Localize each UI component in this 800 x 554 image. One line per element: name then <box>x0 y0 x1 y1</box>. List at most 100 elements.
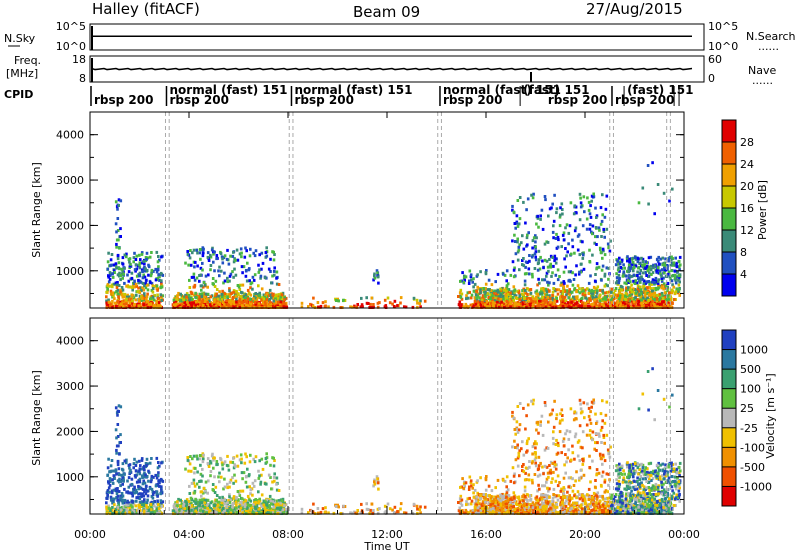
data-cell <box>568 224 572 228</box>
data-cell <box>117 284 121 287</box>
data-cell <box>121 468 125 472</box>
data-cell <box>128 466 131 470</box>
data-cell <box>276 296 280 300</box>
data-cell <box>143 475 146 479</box>
data-cell <box>647 275 650 278</box>
data-cell <box>153 510 157 514</box>
data-cell <box>618 276 621 280</box>
data-cell <box>249 247 252 251</box>
data-cell <box>476 285 479 289</box>
data-cell <box>664 268 668 272</box>
data-cell <box>155 287 159 291</box>
data-cell <box>160 505 164 508</box>
data-cell <box>665 298 668 302</box>
data-cell <box>527 267 531 271</box>
data-cell <box>556 268 560 272</box>
data-cell <box>241 283 245 287</box>
data-cell <box>277 283 281 286</box>
data-cell <box>632 266 636 270</box>
data-cell <box>486 292 489 296</box>
data-cell <box>250 299 253 303</box>
data-cell <box>668 199 671 203</box>
data-cell <box>579 270 583 274</box>
data-cell <box>258 253 261 257</box>
data-cell <box>604 291 607 295</box>
data-cell <box>244 303 248 307</box>
data-cell <box>518 217 522 221</box>
data-cell <box>189 249 192 252</box>
data-cell <box>626 298 630 302</box>
data-cell <box>133 285 136 289</box>
data-cell <box>150 268 154 272</box>
data-cell <box>598 288 602 292</box>
cpid-segment-code: rbsp 200 <box>169 93 228 107</box>
data-cell <box>188 278 191 282</box>
data-cell <box>138 480 142 484</box>
data-cell <box>142 511 146 515</box>
data-cell <box>187 294 191 297</box>
data-cell <box>161 479 165 483</box>
data-cell <box>630 292 634 296</box>
data-cell <box>614 281 618 285</box>
data-cell <box>118 477 121 481</box>
data-cell <box>152 269 155 273</box>
data-cell <box>655 299 659 303</box>
data-cell <box>157 471 160 475</box>
data-cell <box>639 275 643 279</box>
data-cell <box>137 508 140 512</box>
data-cell <box>524 260 528 264</box>
data-cell <box>107 280 111 284</box>
data-cell <box>118 246 121 250</box>
data-cell <box>216 304 220 308</box>
data-cell <box>119 273 122 277</box>
data-cell <box>159 293 163 297</box>
data-cell <box>144 488 147 491</box>
data-cell <box>541 259 544 263</box>
data-cell <box>105 295 108 299</box>
data-cell <box>195 300 198 304</box>
data-cell <box>655 305 659 309</box>
data-cell <box>553 254 557 258</box>
data-cell <box>234 294 238 298</box>
data-cell <box>519 305 523 309</box>
data-cell <box>149 508 153 512</box>
data-cell <box>120 492 124 495</box>
data-cell <box>228 289 231 293</box>
data-cell <box>149 274 153 278</box>
data-cell <box>574 226 578 230</box>
data-cell <box>138 294 142 298</box>
data-cell <box>151 501 155 505</box>
nave-dots: ...... <box>752 74 773 87</box>
data-cell <box>412 296 416 300</box>
data-cell <box>125 503 128 507</box>
data-cell <box>269 305 273 309</box>
data-cell <box>332 305 336 309</box>
data-cell <box>337 299 340 303</box>
data-cell <box>419 305 422 309</box>
data-cell <box>561 305 565 308</box>
data-cell <box>505 289 508 293</box>
data-cell <box>184 305 187 309</box>
nsearch-tick-bottom: 10^0 <box>708 40 738 53</box>
data-cell <box>120 267 124 271</box>
data-cell <box>512 299 515 302</box>
data-cell <box>278 297 281 301</box>
data-cell <box>672 263 675 267</box>
data-cell <box>141 482 145 486</box>
data-cell <box>648 271 651 275</box>
data-cell <box>581 224 585 228</box>
data-cell <box>626 288 630 292</box>
data-cell <box>192 272 196 276</box>
data-cell <box>147 508 151 512</box>
data-cell <box>499 293 502 297</box>
data-cell <box>666 289 669 293</box>
data-cell <box>566 289 569 293</box>
data-cell <box>106 287 109 291</box>
data-cell <box>588 297 591 301</box>
data-cell <box>229 302 233 306</box>
data-cell <box>279 305 282 308</box>
data-cell <box>248 305 252 309</box>
data-cell <box>494 280 497 284</box>
data-cell <box>614 289 617 292</box>
